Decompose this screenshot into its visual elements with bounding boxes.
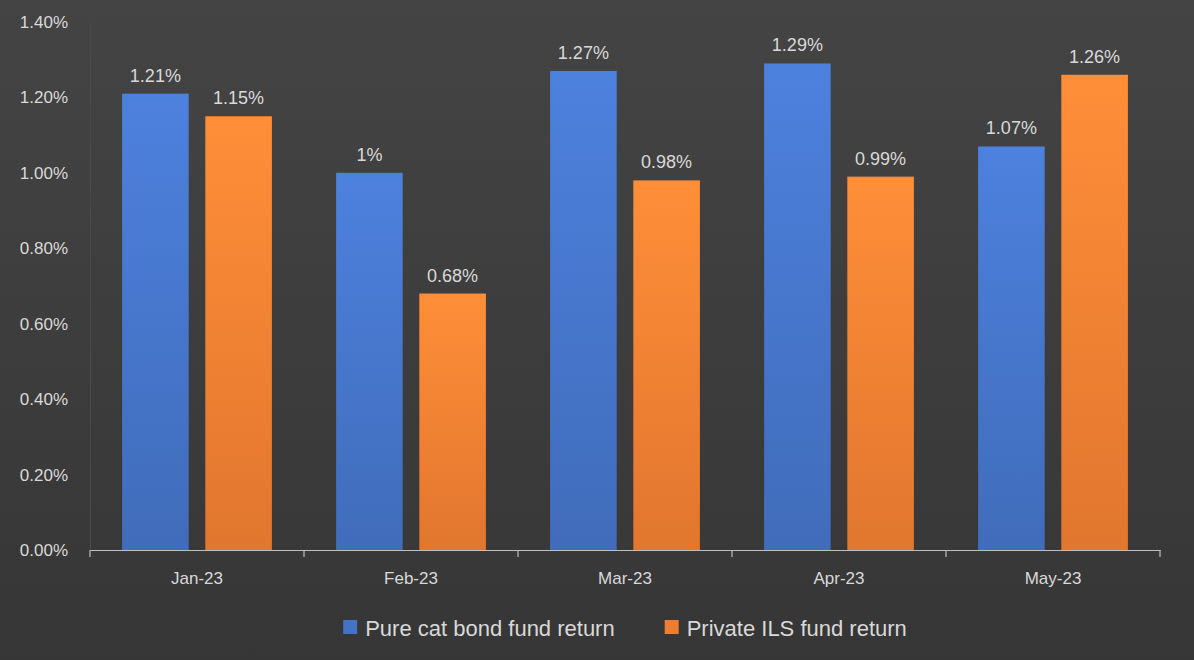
- x-tick: Feb-23: [384, 550, 438, 588]
- bar: [764, 63, 831, 550]
- chart: 0.00% 0.20% 0.40% 0.60% 0.80% 1.00% 1.20% 1.40%…: [0, 0, 1194, 660]
- bar: [419, 294, 486, 550]
- y-tick-label: 0.00%: [20, 541, 68, 560]
- y-tick-label: 1.40%: [20, 13, 68, 32]
- bar: [978, 146, 1045, 550]
- legend-label: Pure cat bond fund return: [365, 616, 615, 641]
- data-label: 1.27%: [558, 43, 609, 63]
- y-tick-label: 1.20%: [20, 88, 68, 107]
- legend-item: Pure cat bond fund return: [343, 616, 615, 641]
- bar: [122, 94, 189, 550]
- y-tick-label: 0.60%: [20, 315, 68, 334]
- data-label: 1.15%: [213, 88, 264, 108]
- x-axis: Jan-23 Feb-23 Mar-23 Apr-23 May-23: [90, 550, 1161, 588]
- x-tick-label: May-23: [1025, 569, 1082, 588]
- bar: [336, 173, 403, 550]
- legend: Pure cat bond fund return Private ILS fun…: [343, 616, 907, 641]
- category-separator: [945, 550, 946, 557]
- x-tick: Mar-23: [598, 550, 652, 588]
- data-label: 1.07%: [986, 118, 1037, 138]
- y-tick: 0.40%: [20, 390, 90, 409]
- x-axis-line: [91, 550, 1161, 551]
- y-tick-label: 0.40%: [20, 390, 68, 409]
- data-label: 1.26%: [1069, 47, 1120, 67]
- category-separator: [731, 550, 732, 557]
- category-separator: [89, 550, 90, 557]
- data-label: 0.99%: [855, 149, 906, 169]
- y-tick: 0.60%: [20, 315, 90, 334]
- data-label: 0.68%: [427, 266, 478, 286]
- bar: [1061, 75, 1128, 550]
- data-labels: 1.21% 1% 1.27% 1.29% 1.07% 1.15% 0.68% 0.98% 0.9…: [130, 35, 1120, 285]
- x-tick-label: Mar-23: [598, 569, 652, 588]
- data-label: 1.29%: [772, 35, 823, 55]
- y-tick: 0.00%: [20, 541, 90, 560]
- y-axis-line: [90, 23, 91, 551]
- legend-swatch: [343, 620, 357, 634]
- y-tick: 1.00%: [20, 164, 90, 183]
- bar: [847, 177, 914, 550]
- y-tick-label: 1.00%: [20, 164, 68, 183]
- category-separator: [303, 550, 304, 557]
- x-tick: Jan-23: [171, 550, 223, 588]
- data-label: 1%: [356, 145, 382, 165]
- plot-area: 0.00% 0.20% 0.40% 0.60% 0.80% 1.00% 1.20% 1.40%…: [20, 13, 1161, 588]
- y-tick: 1.20%: [20, 88, 90, 107]
- y-tick-label: 0.80%: [20, 239, 68, 258]
- data-label: 1.21%: [130, 66, 181, 86]
- legend-swatch: [665, 620, 679, 634]
- category-separator: [517, 550, 518, 557]
- bar: [633, 180, 700, 550]
- data-label: 0.98%: [641, 152, 692, 172]
- y-axis: 0.00% 0.20% 0.40% 0.60% 0.80% 1.00% 1.20% 1.40%: [20, 13, 91, 560]
- y-tick: 0.20%: [20, 466, 90, 485]
- legend-label: Private ILS fund return: [687, 616, 907, 641]
- category-separators: [90, 550, 1160, 557]
- bars: [122, 63, 1128, 550]
- legend-item: Private ILS fund return: [665, 616, 907, 641]
- category-separator: [1159, 550, 1160, 557]
- x-tick-label: Apr-23: [813, 569, 864, 588]
- y-tick-label: 0.20%: [20, 466, 68, 485]
- x-tick-label: Jan-23: [171, 569, 223, 588]
- bar: [205, 116, 272, 550]
- x-tick-label: Feb-23: [384, 569, 438, 588]
- x-tick: May-23: [1025, 550, 1082, 588]
- x-tick: Apr-23: [813, 550, 864, 588]
- bar: [550, 71, 617, 550]
- y-tick: 1.40%: [20, 13, 90, 32]
- background: [0, 0, 1194, 660]
- y-tick: 0.80%: [20, 239, 90, 258]
